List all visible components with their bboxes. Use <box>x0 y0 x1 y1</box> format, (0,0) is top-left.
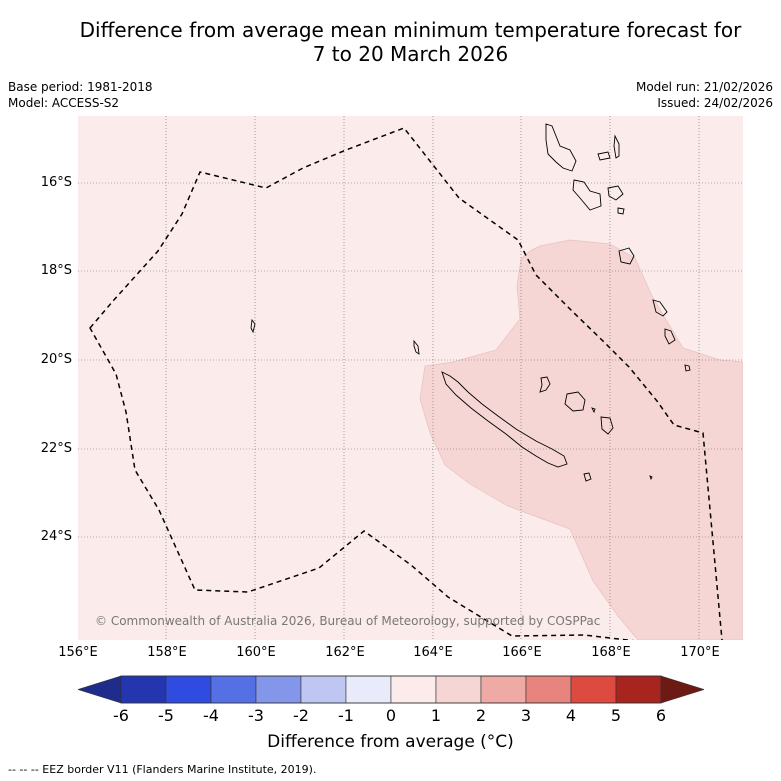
vanuatu-maewo <box>613 134 620 159</box>
model-label: Model: ACCESS-S2 <box>8 96 120 110</box>
lon-label-158e: 158°E <box>147 645 187 660</box>
chart-title: Difference from average mean minimum tem… <box>0 18 781 66</box>
colorbar-tick-minus-3: -3 <box>248 706 264 725</box>
mare-island <box>600 416 614 435</box>
colorbar-cell <box>210 675 257 704</box>
lat-label-16s: 16°S <box>40 175 72 190</box>
map-canvas <box>78 116 743 640</box>
colorbar-tick-minus-2: -2 <box>293 706 309 725</box>
colorbar-tick-6: 6 <box>655 706 667 725</box>
eez-legend-note: -- -- -- EEZ border V11 (Flanders Marine… <box>8 763 317 776</box>
base-period-label: Base period: 1981-2018 <box>8 80 153 94</box>
colorbar-title: Difference from average (°C) <box>267 732 514 752</box>
forecast-map <box>78 116 743 640</box>
ouvea-island <box>539 376 551 393</box>
colorbar-tick-1: 1 <box>430 706 442 725</box>
colorbar-cell <box>120 675 167 704</box>
isle-of-pines <box>583 472 592 482</box>
graticule <box>78 116 743 640</box>
colorbar-arrow-low <box>78 675 122 704</box>
colorbar-frame <box>120 675 662 704</box>
vanuatu-espiritu-santo <box>545 123 577 172</box>
lon-label-162e: 162°E <box>325 645 365 660</box>
colorbar-cell <box>615 675 662 704</box>
model-run-label: Model run: 21/02/2026 <box>635 80 773 94</box>
coastlines <box>250 123 691 482</box>
lat-label-22s: 22°S <box>40 441 72 456</box>
vanuatu-pentecost <box>607 185 624 201</box>
colorbar-cell <box>525 675 572 704</box>
colorbar-cell <box>570 675 617 704</box>
lifou-island <box>564 391 586 412</box>
vanuatu-ambae <box>597 151 611 161</box>
colorbar-tick-minus-4: -4 <box>203 706 219 725</box>
lat-label-24s: 24°S <box>40 529 72 544</box>
vanuatu-tanna <box>664 328 676 345</box>
colorbar-cell <box>255 675 302 704</box>
base-info: Base period: 1981-2018 Model: ACCESS-S2 <box>8 79 153 111</box>
vanuatu-epi <box>617 207 625 215</box>
vanuatu-erromango <box>652 299 668 317</box>
issued-label: Issued: 24/02/2026 <box>657 96 773 110</box>
lon-label-166e: 166°E <box>502 645 542 660</box>
lon-label-170e: 170°E <box>680 645 720 660</box>
colorbar-cell <box>165 675 212 704</box>
warm-anomaly-region <box>419 239 743 640</box>
colorbar-tick-minus-5: -5 <box>158 706 174 725</box>
colorbar-tick-2: 2 <box>475 706 487 725</box>
lon-label-164e: 164°E <box>413 645 453 660</box>
title-line-2: 7 to 20 March 2026 <box>312 42 509 66</box>
lon-label-156e: 156°E <box>58 645 98 660</box>
colorbar-cell <box>435 675 482 704</box>
chesterfield-reef <box>250 318 256 334</box>
colorbar-cell <box>390 675 437 704</box>
tiga-island <box>591 407 596 414</box>
lat-label-18s: 18°S <box>40 263 72 278</box>
vanuatu-aneityum <box>684 364 691 372</box>
walpole-island <box>649 475 653 481</box>
lon-label-160e: 160°E <box>236 645 276 660</box>
colorbar-tick-5: 5 <box>610 706 622 725</box>
copyright-notice: © Commonwealth of Australia 2026, Bureau… <box>95 614 601 628</box>
eez-border <box>89 127 723 640</box>
colorbar-tick-3: 3 <box>520 706 532 725</box>
colorbar-tick-4: 4 <box>565 706 577 725</box>
vanuatu-efate <box>618 247 635 265</box>
title-line-1: Difference from average mean minimum tem… <box>79 18 742 42</box>
colorbar-tick-0: 0 <box>385 706 397 725</box>
colorbar-tick-minus-6: -6 <box>113 706 129 725</box>
vanuatu-malakula <box>572 179 602 211</box>
lon-label-168e: 168°E <box>591 645 631 660</box>
colorbar-cell <box>480 675 527 704</box>
colorbar-cells <box>78 675 704 704</box>
belep-islands <box>413 339 420 355</box>
colorbar-cell <box>345 675 392 704</box>
lat-label-20s: 20°S <box>40 352 72 367</box>
colorbar-cell <box>300 675 347 704</box>
run-info: Model run: 21/02/2026 Issued: 24/02/2026 <box>636 79 773 111</box>
colorbar-arrow-high <box>660 675 704 704</box>
new-caledonia-coastline <box>441 371 568 468</box>
colorbar-tick-minus-1: -1 <box>338 706 354 725</box>
colorbar <box>78 675 704 704</box>
